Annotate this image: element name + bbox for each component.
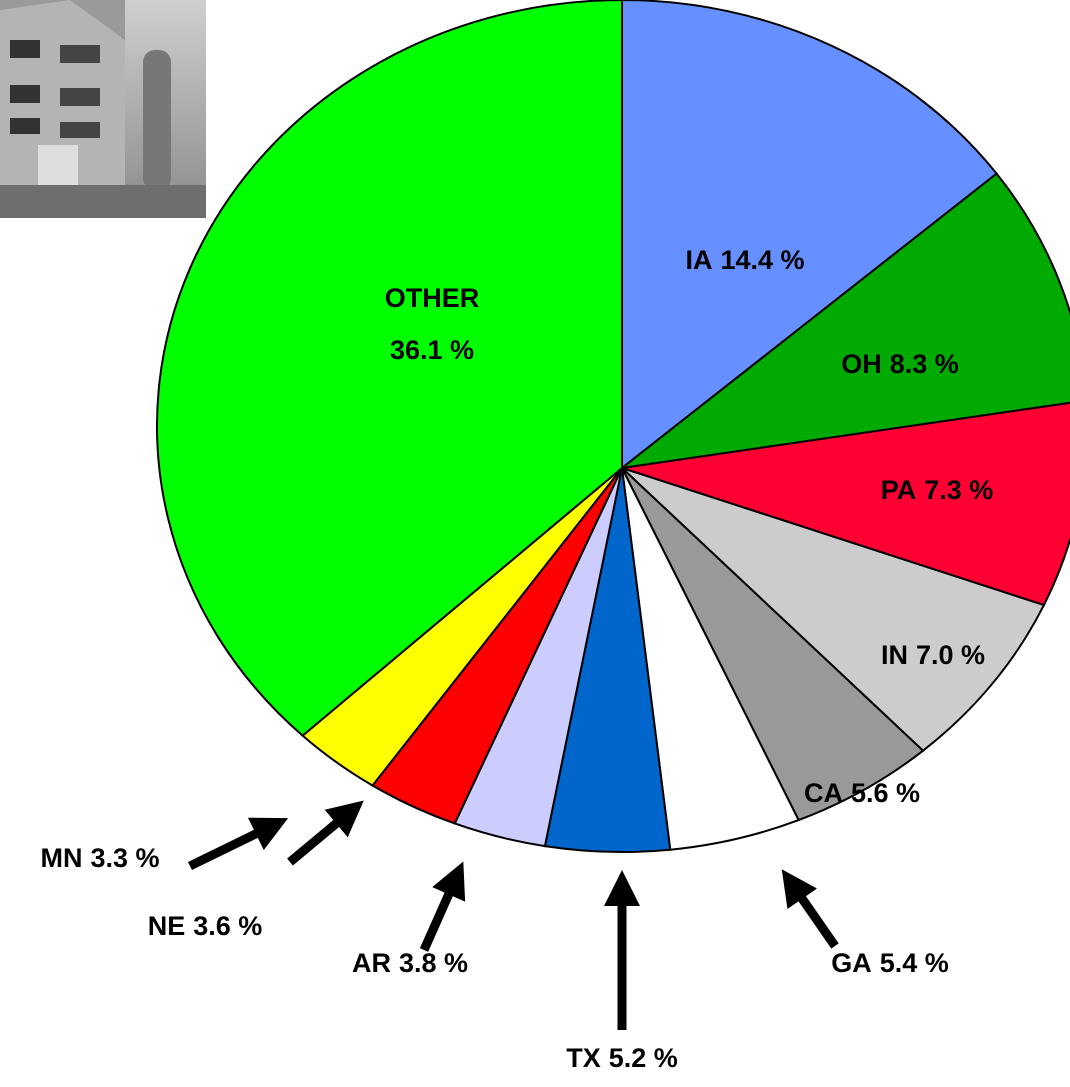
slice-label: MN 3.3 %: [40, 843, 159, 873]
value-label: 7.3 %: [924, 475, 993, 505]
category-label: NE: [148, 911, 186, 941]
label-arrow: [287, 800, 364, 866]
slice-label: NE 3.6 %: [148, 911, 263, 941]
slice-label: IN 7.0 %: [881, 640, 985, 670]
pie-slice: [621, 401, 1070, 607]
value-label: 7.0 %: [916, 640, 985, 670]
category-label: AR: [352, 948, 391, 978]
category-label: MN: [40, 843, 82, 873]
category-label: OH: [841, 349, 882, 379]
category-label: IN: [881, 640, 908, 670]
category-label: GA: [831, 948, 872, 978]
slice-label: PA 7.3 %: [881, 475, 994, 505]
pie-slice: [621, 467, 925, 822]
slice-label: TX 5.2 %: [566, 1043, 678, 1073]
value-label: 3.8 %: [399, 948, 468, 978]
slice-label: OTHER 36.1 %: [385, 283, 480, 365]
value-label: 14.4 %: [720, 245, 804, 275]
category-label: PA: [881, 475, 917, 505]
slice-label: CA 5.6 %: [804, 778, 920, 808]
label-arrow: [419, 861, 466, 952]
category-label: IA: [685, 245, 712, 275]
pie-slice: [156, 0, 623, 737]
category-label: CA: [804, 778, 843, 808]
slice-label: IA 14.4 %: [685, 245, 804, 275]
value-label: 3.3 %: [90, 843, 159, 873]
label-arrow: [781, 869, 839, 949]
slice-label: AR 3.8 %: [352, 948, 468, 978]
label-arrow: [188, 817, 289, 871]
pie-slice: [618, 172, 1070, 470]
value-label: 5.4 %: [880, 948, 949, 978]
value-label: 5.2 %: [609, 1043, 678, 1073]
category-label: TX: [566, 1043, 601, 1073]
value-label: 8.3 %: [890, 349, 959, 379]
pie-slice: [621, 0, 999, 471]
pie-slice: [621, 467, 1046, 752]
slice-label: GA 5.4 %: [831, 948, 949, 978]
value-label: 36.1 %: [390, 335, 474, 365]
value-label: 5.6 %: [851, 778, 920, 808]
category-label: OTHER: [385, 283, 480, 313]
value-label: 3.6 %: [193, 911, 262, 941]
slice-label: OH 8.3 %: [841, 349, 959, 379]
photo: [0, 0, 206, 218]
